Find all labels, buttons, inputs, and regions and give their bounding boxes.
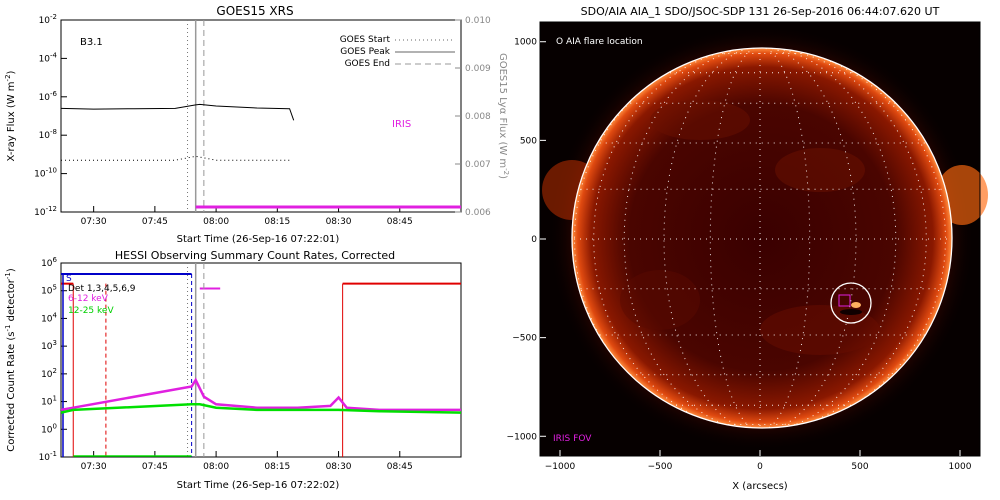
aia-flare-label: O AIA flare location (556, 37, 643, 47)
aia-disk-texture (620, 100, 880, 355)
goes-y-axis: 10-2 10-4 10-6 10-8 10-10 10-12 (34, 13, 67, 218)
hessi-ylabel: Corrected Count Rate (s-1 detector-1) (4, 268, 17, 452)
goes-xrs-short-series (61, 155, 290, 161)
goes-iris-label: IRIS (392, 119, 411, 130)
hessi-x-tick-label: 07:45 (142, 462, 168, 472)
hessi-legend-det: Det 1,3,4,5,6,9 (68, 284, 136, 294)
hessi-xlabel: Start Time (26-Sep-16 07:22:02) (177, 480, 340, 491)
aia-x-tick-label: −500 (648, 462, 673, 472)
goes-x-tick-label: 08:00 (203, 217, 229, 227)
aia-x-tick-label: 1000 (949, 462, 972, 472)
goes-panel: GOES15 XRS 10-2 10-4 10-6 10-8 10-10 10-12 0.… (4, 4, 510, 245)
aia-y-tick-label: −500 (512, 334, 537, 344)
goes-x-tick-label: 08:45 (387, 217, 413, 227)
hessi-panel: HESSI Observing Summary Count Rates, Cor… (4, 249, 462, 491)
hessi-x-tick-label: 08:30 (326, 462, 352, 472)
aia-iris-fov-label: IRIS FOV (553, 434, 592, 444)
goes-y-tick-label: 10-10 (34, 167, 57, 180)
hessi-series (60, 377, 462, 457)
goes-legend: GOES Start GOES Peak GOES End (340, 35, 455, 69)
hessi-x-axis: 07:30 07:45 08:00 08:15 08:30 08:45 (81, 451, 413, 472)
goes-y2-tick-label: 0.010 (465, 16, 491, 26)
hessi-legend-6-12: 6-12 keV (68, 294, 109, 304)
goes-y2-tick-label: 0.009 (465, 64, 491, 74)
goes-plot-frame (60, 19, 462, 213)
goes-xlabel: Start Time (26-Sep-16 07:22:01) (177, 234, 340, 245)
aia-longitude-line (623, 48, 761, 428)
hessi-title: HESSI Observing Summary Count Rates, Cor… (115, 249, 395, 262)
aia-title: SDO/AIA AIA_1 SDO/JSOC-SDP 131 26-Sep-20… (581, 5, 940, 18)
goes-title: GOES15 XRS (216, 4, 293, 18)
goes-x-tick-label: 08:30 (326, 217, 352, 227)
goes-y-tick-label: 10-8 (39, 128, 57, 141)
hessi-legend: Det 1,3,4,5,6,9 6-12 keV 12-25 keV (68, 284, 136, 316)
hessi-y-tick-label: 104 (41, 311, 57, 324)
goes-y2-tick-label: 0.008 (465, 112, 491, 122)
hessi-y-tick-label: 100 (41, 422, 57, 435)
aia-flare-bright (851, 302, 861, 308)
goes-xrs-long-series (60, 103, 295, 121)
aia-flare-circle (830, 282, 872, 324)
hessi-x-tick-label: 08:45 (387, 462, 413, 472)
goes-y-tick-label: 10-4 (39, 51, 58, 64)
hessi-y-tick-label: 101 (41, 395, 57, 408)
aia-y-tick-label: −1000 (507, 432, 538, 442)
goes-legend-start: GOES Start (340, 35, 391, 45)
goes-class-label: B3.1 (80, 37, 103, 48)
aia-y-axis: 1000 500 0 −500 −1000 (507, 38, 546, 442)
goes-y2-tick-label: 0.007 (465, 160, 491, 170)
goes-series (60, 103, 295, 161)
goes-x-tick-label: 08:15 (264, 217, 290, 227)
aia-x-tick-label: 500 (851, 462, 868, 472)
hessi-plot-frame (60, 262, 462, 458)
aia-flare-kernel (840, 309, 862, 315)
hessi-y-tick-label: 103 (41, 339, 57, 352)
goes-legend-end: GOES End (345, 59, 390, 69)
hessi-y-axis: 106 105 104 103 102 101 100 10-1 (39, 256, 67, 463)
goes-legend-peak: GOES Peak (340, 47, 390, 57)
hessi-series-12-25-kev (60, 403, 462, 414)
hessi-event-lines (62, 263, 344, 457)
aia-iris-fov-box (838, 294, 851, 307)
hessi-x-tick-label: 08:15 (264, 462, 290, 472)
aia-longitude-line (759, 48, 897, 428)
hessi-y-tick-label: 105 (41, 284, 57, 297)
aia-x-tick-label: 0 (757, 462, 763, 472)
aia-y-tick-label: 0 (531, 235, 537, 245)
goes-ylabel: X-ray Flux (W m-2) (4, 70, 17, 161)
goes-y2-tick-label: 0.006 (465, 208, 491, 218)
goes-x-axis: 07:30 07:45 08:00 08:15 08:30 08:45 (81, 206, 413, 227)
aia-solar-disk (571, 47, 953, 429)
goes-y-tick-label: 10-2 (39, 13, 57, 26)
aia-y-tick-label: 1000 (514, 38, 537, 48)
hessi-y-tick-label: 106 (41, 256, 57, 269)
hessi-x-tick-label: 07:30 (81, 462, 107, 472)
hessi-legend-12-25: 12-25 keV (68, 306, 114, 316)
hessi-y-tick-label: 102 (41, 367, 57, 380)
goes-y2-axis: 0.010 0.009 0.008 0.007 0.006 (455, 16, 491, 218)
hessi-flag: S (66, 274, 72, 284)
aia-x-tick-label: −1000 (545, 462, 576, 472)
aia-panel: SDO/AIA AIA_1 SDO/JSOC-SDP 131 26-Sep-20… (507, 5, 988, 492)
aia-heliographic-grid (572, 48, 952, 428)
goes-y-tick-label: 10-12 (34, 205, 57, 218)
hessi-y-tick-label: 10-1 (39, 450, 57, 463)
aia-x-axis: −1000 −500 0 500 1000 (545, 450, 972, 472)
goes-y2label: GOES15 Lyα Flux (W m-2) (497, 53, 510, 179)
aia-xlabel: X (arcsecs) (732, 481, 788, 492)
goes-x-tick-label: 07:45 (142, 217, 168, 227)
goes-y-tick-label: 10-6 (39, 90, 58, 103)
goes-x-tick-label: 07:30 (81, 217, 107, 227)
hessi-series-6-12-kev (60, 377, 461, 412)
goes-event-lines (187, 20, 205, 212)
hessi-x-tick-label: 08:00 (203, 462, 229, 472)
aia-y-tick-label: 500 (520, 136, 537, 146)
